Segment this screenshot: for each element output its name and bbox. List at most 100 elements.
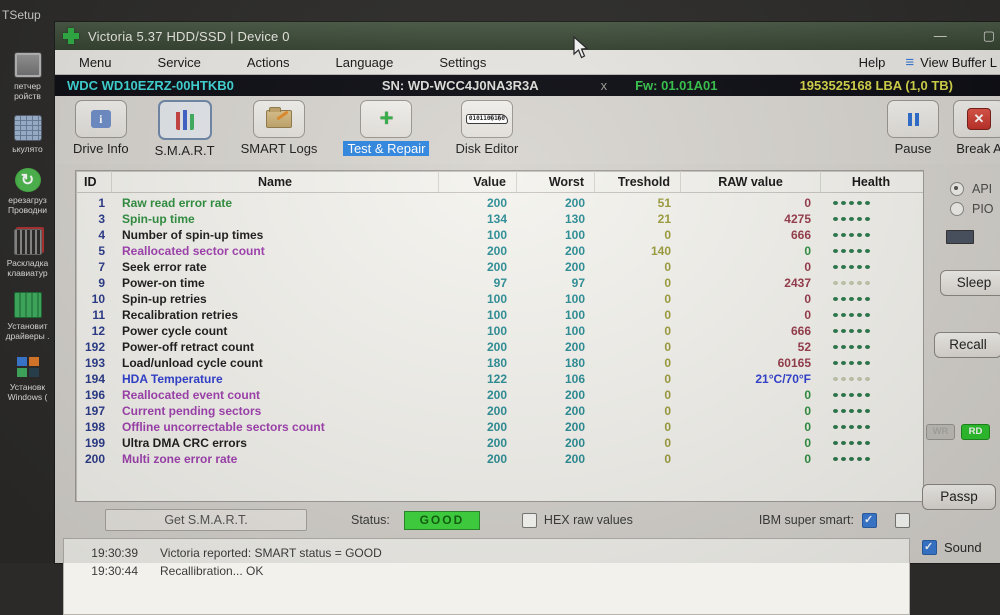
desktop-background: TSetup петчер ройств ькулято ↻ ерезагруз Пр… — [0, 0, 55, 563]
status-badge: GOOD — [404, 511, 480, 530]
windows-setup[interactable]: Установк Windows ( — [0, 355, 55, 402]
recall-button[interactable]: Recall — [934, 332, 1000, 358]
drive-serial: SN: WD-WCC4J0NA3R3A — [382, 78, 539, 93]
health-dots — [821, 297, 921, 301]
break-all-button[interactable]: Break A — [953, 100, 1000, 156]
pio-radio[interactable] — [950, 202, 964, 216]
keyboard-layout-icon — [14, 229, 42, 255]
toolbar-label: SMART Logs — [241, 141, 318, 156]
window-title: Victoria 5.37 HDD/SSD | Device 0 — [88, 29, 290, 44]
disk-editor-icon — [466, 114, 508, 125]
table-row[interactable]: 193 Load/unload cycle count 180 180 0 60… — [76, 355, 923, 371]
health-dots — [821, 265, 921, 269]
drive-capacity: 1953525168 LBA (1,0 TB) — [800, 78, 953, 93]
get-smart-button[interactable]: Get S.M.A.R.T. — [105, 509, 307, 531]
smart-logs-icon — [266, 110, 292, 128]
health-dots — [821, 425, 921, 429]
sleep-button[interactable]: Sleep — [940, 270, 1000, 296]
tab-test-repair[interactable]: Test & Repair — [343, 100, 429, 156]
ibm-super-smart-checkbox[interactable] — [862, 513, 877, 528]
mouse-cursor — [573, 36, 590, 60]
health-dots — [821, 377, 921, 381]
drive-model[interactable]: WDC WD10EZRZ-00HTKB0 — [67, 78, 234, 93]
log-message: Recallibration... OK — [160, 564, 263, 578]
device-manager[interactable]: петчер ройств — [0, 52, 55, 101]
side-panel: API PIO Sleep Recall WR RD Passp Sound — [922, 164, 1000, 563]
health-dots — [821, 457, 921, 461]
table-row[interactable]: 4 Number of spin-up times 100 100 0 666 — [76, 227, 923, 243]
title-bar[interactable]: Victoria 5.37 HDD/SSD | Device 0 — ▢ — [55, 22, 1000, 50]
pause-button[interactable]: Pause — [887, 100, 939, 156]
col-value: Value — [439, 171, 517, 192]
table-row[interactable]: 12 Power cycle count 100 100 0 666 — [76, 323, 923, 339]
api-radio[interactable] — [950, 182, 964, 196]
health-dots — [821, 409, 921, 413]
passp-button[interactable]: Passp — [922, 484, 996, 510]
sound-checkbox[interactable] — [922, 540, 937, 555]
install-drivers[interactable]: Установит драйверы . — [0, 292, 55, 341]
table-row[interactable]: 11 Recalibration retries 100 100 0 0 — [76, 307, 923, 323]
table-row[interactable]: 5 Reallocated sector count 200 200 140 0 — [76, 243, 923, 259]
restart-explorer[interactable]: ↻ ерезагруз Проводни — [0, 168, 55, 215]
device-manager-icon — [14, 52, 42, 78]
drive-info-icon — [91, 110, 111, 128]
table-row[interactable]: 198 Offline uncorrectable sectors count … — [76, 419, 923, 435]
health-dots — [821, 217, 921, 221]
smart-table: ID Name Value Worst Treshold RAW value H… — [75, 170, 924, 502]
toolbar: Drive Info S.M.A.R.T SMART Logs Test & Repa… — [55, 96, 1000, 164]
tab-s-m-a-r-t[interactable]: S.M.A.R.T — [155, 100, 215, 158]
health-dots — [821, 201, 921, 205]
victoria-window: Victoria 5.37 HDD/SSD | Device 0 — ▢ Men… — [55, 22, 1000, 563]
minimize-button[interactable]: — — [934, 28, 947, 44]
health-dots — [821, 345, 921, 349]
table-row[interactable]: 199 Ultra DMA CRC errors 200 200 0 0 — [76, 435, 923, 451]
menu-item-help[interactable]: Help — [849, 55, 896, 70]
table-row[interactable]: 197 Current pending sectors 200 200 0 0 — [76, 403, 923, 419]
tab-drive-info[interactable]: Drive Info — [73, 100, 129, 156]
maximize-button[interactable]: ▢ — [983, 28, 995, 44]
table-row[interactable]: 192 Power-off retract count 200 200 0 52 — [76, 339, 923, 355]
desktop-icon-label: Установит драйверы . — [6, 321, 50, 341]
menu-item-language[interactable]: Language — [324, 55, 406, 70]
calculator-icon — [14, 115, 42, 141]
col-id: ID — [76, 171, 112, 192]
desktop-tsetup-label: TSetup — [2, 8, 41, 22]
table-row[interactable]: 196 Reallocated event count 200 200 0 0 — [76, 387, 923, 403]
table-row[interactable]: 1 Raw read error rate 200 200 51 0 — [76, 195, 923, 211]
hex-raw-values-checkbox[interactable] — [522, 513, 537, 528]
table-row[interactable]: 10 Spin-up retries 100 100 0 0 — [76, 291, 923, 307]
health-dots — [821, 329, 921, 333]
busy-led-indicator — [946, 230, 974, 244]
restart-explorer-icon: ↻ — [15, 168, 41, 192]
health-dots — [821, 281, 921, 285]
calculator[interactable]: ькулято — [0, 115, 55, 154]
write-indicator: WR — [926, 424, 955, 440]
menu-item-actions[interactable]: Actions — [235, 55, 302, 70]
app-cross-icon — [63, 28, 79, 44]
ibm-super-smart-label: IBM super smart: — [759, 513, 854, 527]
health-dots — [821, 393, 921, 397]
desktop-icons: петчер ройств ькулято ↻ ерезагруз Проводни Р… — [0, 52, 55, 402]
test-repair-icon — [379, 107, 393, 131]
desktop-icon-label: ерезагруз Проводни — [8, 195, 47, 215]
table-row[interactable]: 194 HDA Temperature 122 106 0 21°C/70°F — [76, 371, 923, 387]
col-name: Name — [112, 171, 439, 192]
table-row[interactable]: 3 Spin-up time 134 130 21 4275 — [76, 211, 923, 227]
tab-disk-editor[interactable]: Disk Editor — [455, 100, 518, 156]
menu-bar: Menu Service Actions Language Settings Help ≡… — [55, 50, 1000, 75]
col-worst: Worst — [517, 171, 595, 192]
menu-item-menu[interactable]: Menu — [67, 55, 124, 70]
menu-item-settings[interactable]: Settings — [427, 55, 498, 70]
view-buffer-button[interactable]: ≡ View Buffer L — [905, 55, 999, 70]
menu-item-service[interactable]: Service — [146, 55, 213, 70]
table-row[interactable]: 200 Multi zone error rate 200 200 0 0 — [76, 451, 923, 467]
log-message: Victoria reported: SMART status = GOOD — [160, 546, 382, 560]
toolbar-label: Test & Repair — [343, 141, 429, 156]
tab-smart-logs[interactable]: SMART Logs — [241, 100, 318, 156]
table-row[interactable]: 7 Seek error rate 200 200 0 0 — [76, 259, 923, 275]
table-row[interactable]: 9 Power-on time 97 97 0 2437 — [76, 275, 923, 291]
log-timestamp: 19:30:39 — [64, 546, 138, 560]
drive-tab-close-icon[interactable]: x — [601, 78, 608, 93]
keyboard-layout[interactable]: Раскладка клавиатур — [0, 229, 55, 278]
extra-checkbox[interactable] — [895, 513, 910, 528]
